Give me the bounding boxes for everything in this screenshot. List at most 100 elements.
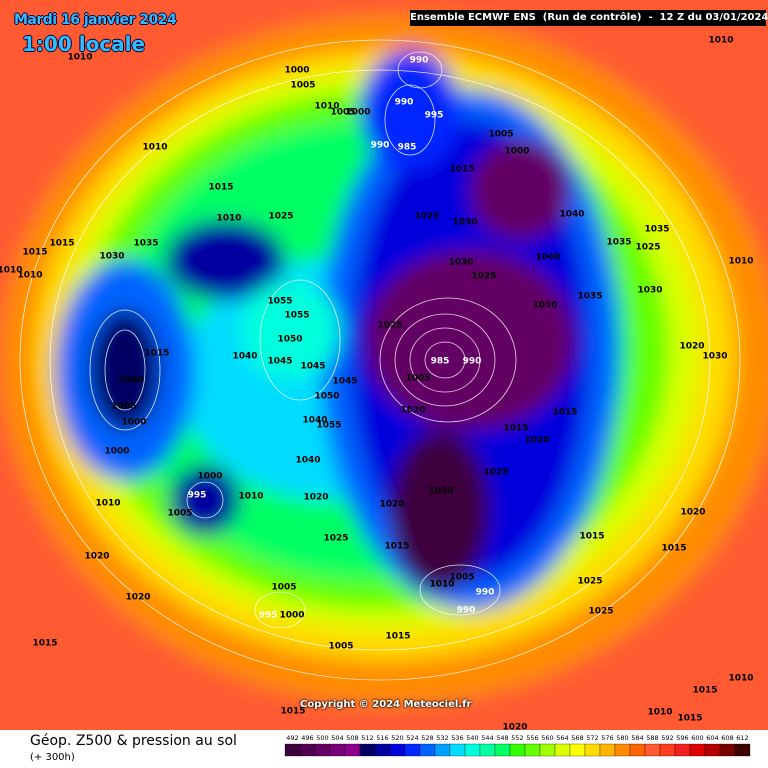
legend-swatch (674, 743, 691, 757)
pressure-label: 1035 (606, 238, 631, 248)
isobars (19, 39, 741, 681)
pressure-label: 1010 (314, 102, 339, 112)
field-band (240, 280, 340, 380)
isobar (259, 279, 341, 401)
pressure-label: 1030 (532, 301, 557, 311)
pressure-label: 1000 (279, 611, 304, 621)
legend-label: 588 (646, 734, 658, 742)
legend-label: 600 (691, 734, 703, 742)
isobar (409, 327, 481, 393)
pressure-label: 1030 (448, 258, 473, 268)
legend-label: 492 (286, 734, 298, 742)
pressure-label: 1010 (647, 708, 672, 718)
pressure-label: 1045 (300, 362, 325, 372)
pressure-label: 1000 (118, 376, 143, 386)
pressure-label: 1025 (414, 212, 439, 222)
pressure-label: 1010 (67, 53, 92, 63)
legend-label: 524 (406, 734, 418, 742)
lead-time: (+ 300h) (30, 752, 75, 763)
pressure-label: 1000 (197, 472, 222, 482)
legend-swatch (314, 743, 331, 757)
pressure-label: 1040 (302, 416, 327, 426)
legend-swatch (704, 743, 721, 757)
legend-label: 572 (586, 734, 598, 742)
pressure-label: 990 (410, 56, 429, 66)
pressure-label: 1055 (267, 297, 292, 307)
legend-label: 548 (496, 734, 508, 742)
isobar (424, 341, 466, 379)
pressure-label: 1010 (708, 36, 733, 46)
isobar (89, 309, 161, 431)
legend-label: 512 (361, 734, 373, 742)
pressure-label: 1015 (208, 183, 233, 193)
legend-swatch (329, 743, 346, 757)
pressure-label: 1015 (32, 639, 57, 649)
pressure-label: 1000 (121, 418, 146, 428)
pressure-label: 1015 (49, 239, 74, 249)
isobar (419, 564, 501, 616)
field-band (165, 220, 285, 300)
isobar (186, 481, 224, 519)
pressure-label: 1005 (488, 130, 513, 140)
legend-swatch (479, 743, 496, 757)
legend-swatch (659, 743, 676, 757)
pressure-label: 1020 (84, 552, 109, 562)
pressure-label: 1055 (316, 421, 341, 431)
pressure-label: 1020 (400, 406, 425, 416)
pressure-label: 1030 (637, 286, 662, 296)
pressure-label: 1030 (99, 252, 124, 262)
legend-label: 584 (631, 734, 643, 742)
date: Mardi 16 janvier 2024 (14, 12, 177, 28)
pressure-label: 1010 (728, 674, 753, 684)
legend-label: 532 (436, 734, 448, 742)
legend-label: 520 (391, 734, 403, 742)
legend-label: 608 (721, 734, 733, 742)
field-band (170, 465, 240, 535)
copyright: Copyright © 2024 Meteociel.fr (300, 699, 472, 710)
pressure-label: 1015 (144, 349, 169, 359)
pressure-label: 1015 (385, 632, 410, 642)
isobar (19, 39, 741, 681)
pressure-label: 1040 (559, 210, 584, 220)
pressure-label: 1010 (95, 499, 120, 509)
pressure-label: 1055 (284, 311, 309, 321)
field-band (365, 250, 575, 430)
pressure-label: 1005 (330, 108, 355, 118)
legend-label: 540 (466, 734, 478, 742)
pressure-label: 1015 (22, 248, 47, 258)
legend-swatch (404, 743, 421, 757)
pressure-label: 1015 (661, 544, 686, 554)
legend-swatch (734, 743, 751, 757)
pressure-label: 1040 (535, 253, 560, 263)
pressure-label: 1020 (502, 723, 527, 731)
pressure-label: 1045 (267, 357, 292, 367)
legend: 492 496 500 504 508 512 516 520 524 528 532 536 540 5… (284, 734, 751, 757)
pressure-label: 1020 (125, 593, 150, 603)
pressure-label: 1045 (332, 377, 357, 387)
isobar (394, 313, 496, 407)
pressure-label: 1015 (579, 532, 604, 542)
field-band (390, 430, 490, 590)
pressure-label: 995 (425, 111, 444, 121)
pressure-label: 1010 (142, 143, 167, 153)
field-band (90, 310, 160, 430)
isobar (104, 329, 146, 411)
isobar (379, 297, 517, 423)
pressure-label: 1000 (345, 108, 370, 118)
pressure-label: 1010 (0, 266, 23, 276)
legend-label: 556 (526, 734, 538, 742)
legend-label: 504 (331, 734, 343, 742)
pressure-label: 1030 (428, 487, 453, 497)
pressure-label: 1050 (277, 335, 302, 345)
pressure-label: 1020 (679, 342, 704, 352)
legend-swatch (539, 743, 556, 757)
legend-swatch (719, 743, 736, 757)
pressure-label: 1025 (635, 243, 660, 253)
legend-label: 560 (541, 734, 553, 742)
pressure-label: 1025 (268, 212, 293, 222)
pressure-label: 1005 (167, 509, 192, 519)
pressure-label: 985 (398, 143, 417, 153)
isobar (384, 84, 436, 156)
pressure-label: 1005 (290, 81, 315, 91)
